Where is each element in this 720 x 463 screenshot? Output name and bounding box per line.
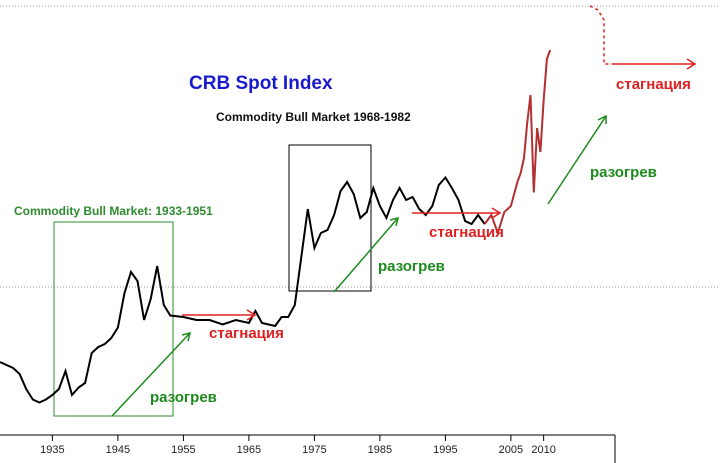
warming-label-1: разогрев [150,389,217,406]
warming-label-2: разогрев [378,258,445,275]
chart-title: CRB Spot Index [189,73,333,94]
x-tick-label: 2010 [531,444,555,456]
x-tick-label: 1975 [302,444,326,456]
x-tick-label: 1965 [237,444,261,456]
x-tick-label: 1995 [433,444,457,456]
red-arrow-2-head [491,207,502,219]
series-line-crb-recent [483,49,552,237]
projection-dashed-line [589,5,612,65]
gridlines [0,5,720,288]
x-tick-label: 1955 [171,444,195,456]
series-line-crb [0,175,486,404]
green-arrow-2 [333,217,399,293]
x-tick-label: 1935 [40,444,64,456]
green-arrow-3-head [597,114,607,124]
stagnation-label-3: стагнация [616,76,691,93]
bull-market-box-1933 [53,221,174,417]
x-axis: 1935 1945 1955 1965 1975 1985 1995 2005 2010 [0,434,616,463]
x-tick-label: 1945 [106,444,130,456]
green-arrow-2-head [389,216,400,227]
green-arrow-3 [547,115,607,205]
x-tick-label: 2005 [499,444,523,456]
bull-market-box-1968 [288,144,372,292]
green-arrow-1-head [181,331,192,342]
green-arrow-1 [111,332,191,417]
arrows [111,58,697,417]
subtitle-bull-market-1968: Commodity Bull Market 1968-1982 [216,110,411,124]
stagnation-label-2: стагнация [429,224,504,241]
red-arrow-1-head [246,309,257,321]
stagnation-label-1: стагнация [209,325,284,342]
subtitle-bull-market-1933: Commodity Bull Market: 1933-1951 [14,204,213,218]
red-arrow-3-head [686,58,697,70]
warming-label-3: разогрев [590,164,657,181]
x-tick-label: 1985 [368,444,392,456]
